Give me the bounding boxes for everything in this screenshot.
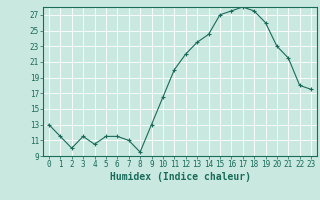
X-axis label: Humidex (Indice chaleur): Humidex (Indice chaleur) (109, 172, 251, 182)
